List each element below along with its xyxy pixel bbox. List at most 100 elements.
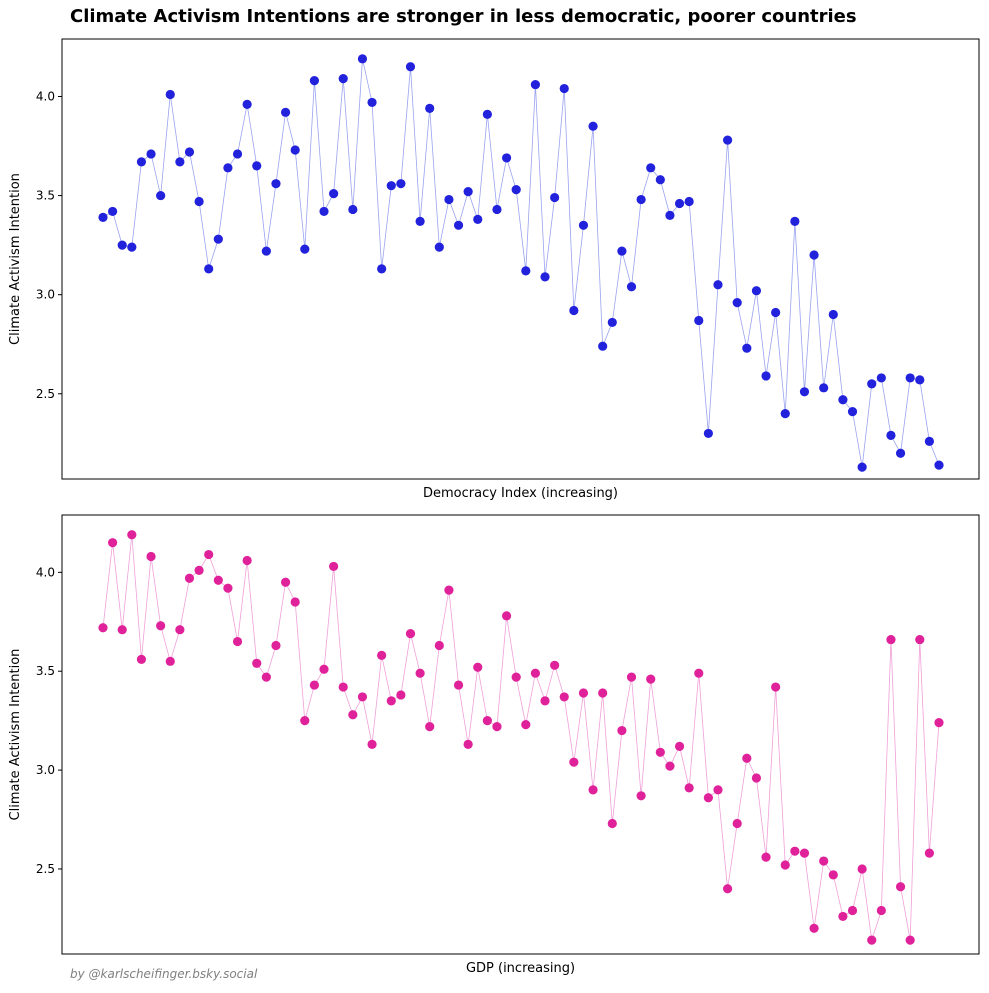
- gdp-data-point: [367, 739, 377, 749]
- democracy-data-point: [117, 240, 127, 250]
- gdp-data-point: [924, 848, 934, 858]
- democracy-panel: 2.5 3.0 3.5 4.0 Democracy Index (increasing)…: [8, 38, 980, 501]
- gdp-data-point: [722, 884, 733, 894]
- democracy-data-point: [626, 282, 637, 292]
- democracy-data-point: [377, 264, 387, 274]
- democracy-data-point: [886, 430, 896, 440]
- democracy-y-axis-label: Climate Activism Intention: [8, 173, 23, 345]
- gdp-data-point: [136, 654, 147, 664]
- democracy-data-point: [905, 373, 915, 383]
- democracy-data-point: [694, 315, 704, 326]
- gdp-data-point: [626, 672, 637, 682]
- gdp-data-point: [175, 625, 185, 635]
- democracy-data-point: [280, 107, 291, 117]
- democracy-data-point: [165, 89, 175, 100]
- gdp-data-point: [607, 818, 617, 829]
- democracy-data-point: [569, 305, 579, 316]
- gdp-data-point: [453, 680, 464, 690]
- gdp-data-point: [578, 688, 589, 698]
- gdp-data-point: [194, 565, 204, 575]
- democracy-data-point: [405, 62, 416, 72]
- gdp-data-point: [405, 629, 416, 639]
- democracy-data-point: [559, 83, 569, 94]
- democracy-data-point: [550, 192, 560, 203]
- democracy-data-point: [252, 161, 262, 171]
- gdp-data-point: [492, 721, 502, 732]
- gdp-data-point: [444, 585, 454, 595]
- gdp-data-point: [540, 696, 550, 706]
- gdp-data-point: [809, 923, 819, 933]
- democracy-data-point: [175, 157, 185, 167]
- gdp-data-point: [646, 674, 656, 684]
- gdp-y-tick-label: 2.5: [36, 862, 55, 876]
- democracy-data-point: [108, 206, 118, 217]
- democracy-data-point: [809, 250, 819, 260]
- democracy-data-point: [674, 198, 685, 209]
- gdp-data-point: [396, 690, 406, 700]
- democracy-data-point: [713, 280, 723, 290]
- gdp-data-point: [742, 753, 752, 763]
- democracy-data-point: [742, 343, 752, 353]
- democracy-data-point: [127, 242, 137, 252]
- democracy-data-point: [530, 79, 541, 90]
- democracy-data-point: [636, 194, 646, 205]
- gdp-data-point: [876, 905, 886, 916]
- gdp-data-point: [309, 680, 320, 690]
- gdp-data-point: [165, 656, 175, 666]
- democracy-data-point: [319, 206, 329, 217]
- democracy-data-point: [876, 373, 886, 383]
- democracy-data-point: [934, 460, 944, 470]
- gdp-data-point: [146, 551, 156, 562]
- democracy-data-point: [684, 196, 694, 207]
- democracy-data-point: [607, 317, 617, 328]
- democracy-data-point: [511, 185, 521, 195]
- gdp-data-point: [915, 634, 925, 645]
- gdp-data-point: [819, 856, 829, 866]
- gdp-data-point: [521, 720, 531, 730]
- gdp-data-point: [261, 672, 271, 682]
- gdp-data-point: [780, 860, 790, 870]
- gdp-data-point: [357, 692, 368, 702]
- gdp-data-point: [482, 716, 492, 726]
- democracy-data-point: [396, 179, 406, 189]
- democracy-data-point: [703, 428, 713, 439]
- gdp-data-point: [674, 741, 685, 751]
- democracy-data-point: [617, 246, 627, 256]
- democracy-data-point: [204, 264, 214, 274]
- democracy-data-point: [598, 341, 608, 351]
- gdp-data-point: [117, 625, 127, 635]
- democracy-data-point: [828, 309, 838, 320]
- gdp-x-axis-label: GDP (increasing): [466, 961, 575, 976]
- gdp-data-point: [847, 905, 858, 916]
- democracy-data-point: [799, 387, 810, 397]
- gdp-panel: 2.5 3.0 3.5 4.0 GDP (increasing) Climate Acti…: [8, 514, 980, 976]
- gdp-data-point: [751, 773, 762, 783]
- democracy-data-point: [184, 147, 195, 157]
- gdp-data-point: [588, 785, 598, 795]
- gdp-y-tick-label: 4.0: [36, 565, 55, 579]
- gdp-data-point: [636, 791, 646, 801]
- democracy-data-point: [780, 408, 790, 419]
- democracy-data-point: [771, 307, 781, 318]
- democracy-y-tick-label: 4.0: [36, 89, 55, 103]
- democracy-data-point: [819, 383, 829, 393]
- democracy-data-point: [415, 216, 425, 226]
- gdp-data-point: [867, 935, 877, 945]
- gdp-data-point: [425, 721, 435, 732]
- gdp-data-point: [732, 818, 742, 829]
- democracy-data-point: [838, 395, 848, 405]
- chart-title: Climate Activism Intentions are stronger…: [70, 6, 857, 27]
- democracy-data-point: [213, 234, 223, 244]
- gdp-data-point: [338, 682, 348, 692]
- credit-text: by @karlscheifinger.bsky.social: [70, 967, 258, 981]
- democracy-data-point: [867, 379, 877, 389]
- gdp-data-point: [329, 561, 339, 572]
- democracy-data-point: [348, 204, 358, 215]
- gdp-data-point: [386, 696, 396, 706]
- gdp-data-point: [127, 530, 137, 540]
- democracy-data-point: [521, 266, 531, 276]
- democracy-y-tick-label: 3.0: [36, 288, 55, 302]
- democracy-data-point: [501, 153, 512, 163]
- democracy-data-point: [290, 145, 300, 155]
- gdp-data-point: [108, 538, 118, 548]
